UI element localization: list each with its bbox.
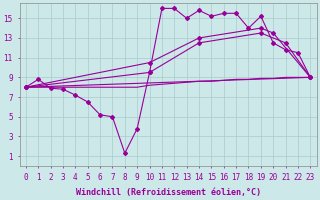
- X-axis label: Windchill (Refroidissement éolien,°C): Windchill (Refroidissement éolien,°C): [76, 188, 260, 197]
